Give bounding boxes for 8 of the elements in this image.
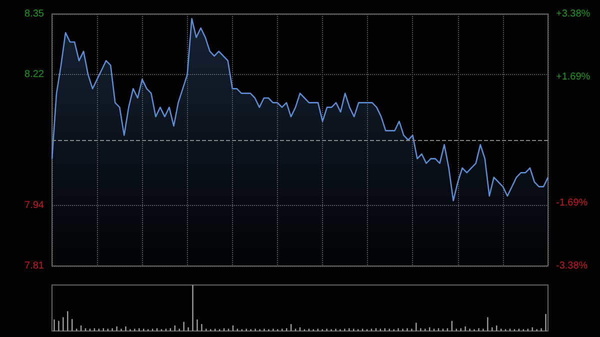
y2-tick-label: +1.69%	[556, 72, 590, 82]
y2-tick-label: -1.69%	[556, 198, 588, 208]
y2-tick-label: -3.38%	[556, 260, 588, 272]
y-tick-label: 8.22	[24, 69, 44, 80]
y2-tick-label: +3.38%	[556, 8, 590, 20]
y-tick-label: 7.81	[24, 260, 44, 272]
y-tick-label: 8.35	[24, 8, 44, 20]
y-tick-label: 7.94	[24, 200, 44, 211]
